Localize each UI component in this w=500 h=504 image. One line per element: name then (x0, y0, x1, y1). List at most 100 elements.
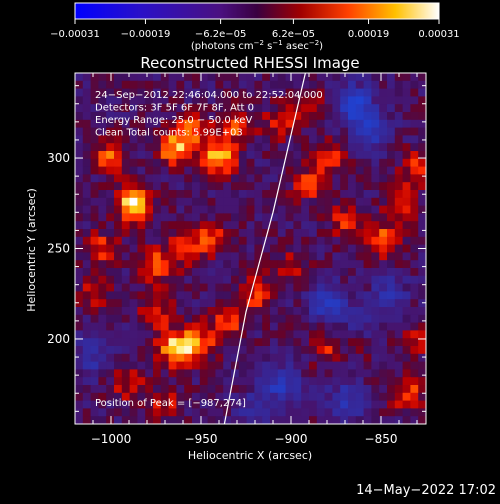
heatmap-cell (285, 275, 294, 285)
heatmap-cell (192, 127, 201, 136)
heatmap-cell (340, 299, 349, 308)
heatmap-cell (324, 268, 333, 277)
heatmap-cell (262, 252, 271, 261)
heatmap-cell (184, 236, 193, 246)
heatmap-cell (293, 338, 302, 347)
heatmap-cell (168, 392, 177, 402)
heatmap-cell (192, 190, 201, 199)
heatmap-cell (176, 80, 185, 90)
heatmap-cell (262, 104, 271, 113)
heatmap-cell (168, 221, 177, 230)
heatmap-cell (231, 190, 240, 199)
heatmap-cell (262, 330, 271, 339)
heatmap-cell (301, 174, 310, 183)
heatmap-cell (371, 260, 380, 269)
heatmap-cell (137, 260, 146, 269)
heatmap-cell (184, 307, 193, 316)
heatmap-cell (184, 182, 193, 191)
heatmap-cell (176, 252, 185, 261)
heatmap-cell (387, 338, 396, 347)
heatmap-cell (98, 377, 107, 386)
heatmap-cell (145, 377, 154, 386)
heatmap-cell (106, 213, 115, 222)
heatmap-cell (153, 190, 162, 199)
heatmap-cell (410, 416, 419, 424)
heatmap-cell (285, 229, 294, 238)
heatmap-cell (371, 307, 380, 316)
heatmap-cell (371, 80, 380, 90)
heatmap-image (75, 73, 426, 424)
heatmap-cell (293, 88, 302, 97)
heatmap-cell (82, 338, 92, 347)
heatmap-cell (207, 252, 216, 261)
heatmap-cell (387, 96, 396, 105)
heatmap-cell (199, 174, 209, 183)
heatmap-cell (402, 299, 411, 308)
heatmap-cell (145, 260, 154, 269)
heatmap-cell (270, 96, 279, 105)
heatmap-cell (129, 416, 138, 424)
heatmap-cell (387, 143, 396, 152)
heatmap-cell (246, 392, 255, 402)
heatmap-cell (215, 283, 224, 292)
heatmap-cell (192, 135, 201, 144)
heatmap-cell (153, 400, 162, 409)
heatmap-cell (176, 158, 185, 168)
heatmap-cell (293, 236, 302, 246)
heatmap-cell (231, 135, 240, 144)
heatmap-cell (223, 119, 232, 129)
heatmap-cell (316, 338, 326, 347)
heatmap-cell (270, 330, 279, 339)
heatmap-cell (238, 229, 248, 238)
heatmap-cell (277, 260, 287, 269)
heatmap-cell (340, 283, 349, 292)
heatmap-cell (285, 205, 294, 214)
heatmap-cell (168, 275, 177, 285)
heatmap-cell (207, 385, 216, 394)
heatmap-cell (160, 96, 170, 105)
heatmap-cell (207, 174, 216, 183)
heatmap-cell (114, 377, 123, 386)
heatmap-cell (301, 400, 310, 409)
heatmap-cell (394, 151, 404, 160)
heatmap-cell (285, 392, 294, 402)
heatmap-cell (160, 104, 170, 113)
heatmap-cell (340, 346, 349, 355)
heatmap-cell (238, 197, 248, 207)
heatmap-cell (254, 190, 263, 199)
heatmap-cell (75, 80, 84, 90)
heatmap-cell (262, 205, 271, 214)
heatmap-cell (371, 291, 380, 300)
heatmap-cell (316, 314, 326, 324)
heatmap-cell (160, 213, 170, 222)
heatmap-cell (223, 158, 232, 168)
heatmap-cell (340, 143, 349, 152)
heatmap-cell (262, 143, 271, 152)
heatmap-cell (168, 361, 177, 370)
heatmap-cell (98, 244, 107, 253)
heatmap-cell (262, 73, 271, 82)
heatmap-cell (316, 346, 326, 355)
heatmap-cell (153, 182, 162, 191)
heatmap-cell (231, 283, 240, 292)
heatmap-cell (355, 112, 365, 121)
heatmap-cell (293, 174, 302, 183)
heatmap-cell (277, 221, 287, 230)
heatmap-cell (332, 346, 341, 355)
heatmap-cell (254, 338, 263, 347)
heatmap-cell (379, 330, 388, 339)
heatmap-cell (82, 174, 92, 183)
heatmap-cell (363, 338, 372, 347)
heatmap-cell (410, 361, 419, 370)
heatmap-cell (75, 252, 84, 261)
heatmap-cell (207, 392, 216, 402)
heatmap-cell (410, 158, 419, 168)
heatmap-cell (402, 353, 411, 363)
heatmap-cell (410, 213, 419, 222)
heatmap-cell (246, 275, 255, 285)
heatmap-cell (238, 283, 248, 292)
heatmap-cell (90, 408, 99, 417)
heatmap-cell (309, 182, 318, 191)
heatmap-cell (199, 307, 209, 316)
heatmap-cell (231, 291, 240, 300)
